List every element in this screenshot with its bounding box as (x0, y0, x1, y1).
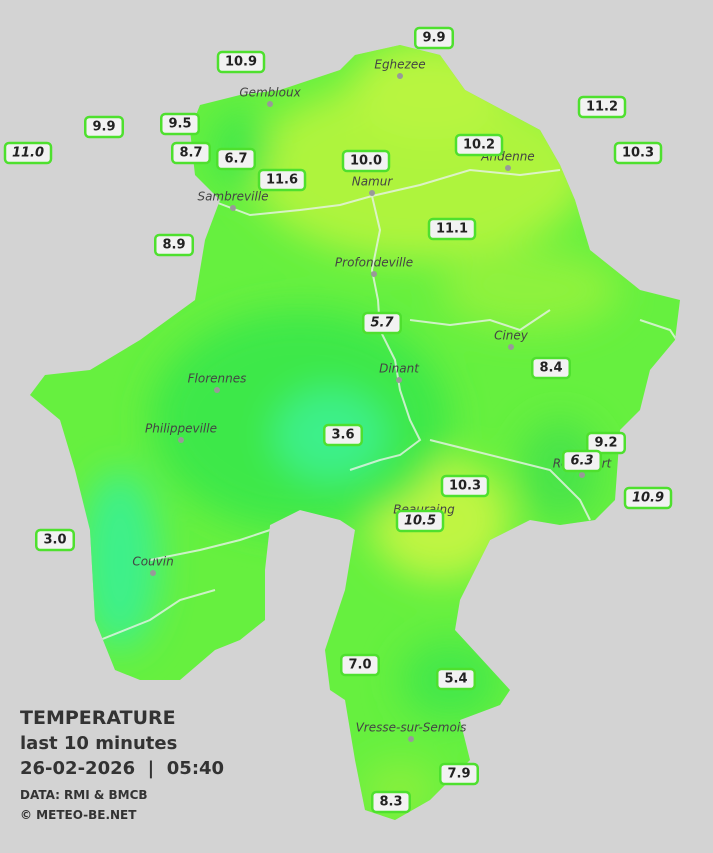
station-value: 9.9 (422, 31, 445, 46)
source: DATA: RMI & BMCB (20, 788, 148, 802)
station-value: 3.0 (43, 533, 66, 548)
city-dot (230, 205, 236, 211)
city-label: Ciney (494, 329, 529, 343)
city-label: Eghezee (374, 58, 425, 72)
city-dot (150, 570, 156, 576)
station-box (341, 149, 391, 173)
city-dot (178, 437, 184, 443)
station-box (323, 423, 363, 447)
copyright: © METEO-BE.NET (20, 808, 137, 822)
station-value: 11.1 (436, 222, 468, 237)
station-box (531, 356, 571, 380)
station-box (154, 233, 194, 257)
station-value: 7.0 (348, 658, 371, 673)
stations: 9.9 10.9 11.2 9.9 9.5 11.0 8.7 6.7 10.0 10.2 10.3 1… (3, 26, 673, 814)
period: last 10 minutes (20, 733, 177, 754)
station-box (562, 449, 602, 473)
city-label: Vresse-sur-Semois (356, 721, 467, 735)
station-box (414, 26, 454, 50)
station-value: 10.5 (404, 514, 436, 529)
station-box (371, 790, 411, 814)
station-value: 8.9 (162, 238, 185, 253)
station-box (3, 141, 53, 165)
station-box (171, 141, 211, 165)
city-dot (579, 472, 585, 478)
station-value: 6.7 (224, 152, 247, 167)
heading: TEMPERATURE (20, 707, 176, 729)
station-value: 8.4 (539, 361, 562, 376)
station-value: 10.9 (632, 491, 664, 506)
station-box (257, 168, 307, 192)
station-value: 11.2 (586, 100, 618, 115)
city-label: Dinant (379, 362, 420, 376)
station-value: 9.9 (92, 120, 115, 135)
station-value: 10.3 (449, 479, 481, 494)
station-box (84, 115, 124, 139)
city-label: Philippeville (145, 422, 217, 436)
station-value: 11.0 (12, 146, 44, 161)
station-box (395, 509, 445, 533)
station-value: 10.2 (463, 138, 495, 153)
station-value: 8.3 (379, 795, 402, 810)
city-label: Gembloux (239, 86, 301, 100)
station-value: 5.4 (444, 672, 467, 687)
station-box (623, 486, 673, 510)
station-value: 6.3 (570, 454, 593, 469)
station-box (160, 112, 200, 136)
station-value: 10.0 (350, 154, 382, 169)
station-box (35, 528, 75, 552)
station-value: 9.5 (168, 117, 191, 132)
station-box (216, 50, 266, 74)
station-value: 5.7 (370, 316, 394, 331)
station-value: 3.6 (331, 428, 354, 443)
station-box (362, 311, 402, 335)
station-box (427, 217, 477, 241)
city-dot (371, 271, 377, 277)
station-value: 9.2 (594, 436, 617, 451)
station-value: 11.6 (266, 173, 298, 188)
station-box (340, 653, 380, 677)
station-box (613, 141, 663, 165)
city-dot (508, 344, 514, 350)
city-label: Profondeville (335, 256, 413, 270)
city-label: Namur (352, 175, 394, 189)
city-dot (397, 73, 403, 79)
station-box (439, 762, 479, 786)
city-dot (408, 736, 414, 742)
city-label: Couvin (132, 555, 173, 569)
station-box (577, 95, 627, 119)
station-value: 10.3 (622, 146, 654, 161)
station-value: 7.9 (447, 767, 470, 782)
city-label: Sambreville (197, 190, 268, 204)
city-dot (267, 101, 273, 107)
station-box (440, 474, 490, 498)
timestamp: 26-02-2026 | 05:40 (20, 758, 224, 779)
station-value: 8.7 (179, 146, 202, 161)
city-dot (214, 387, 220, 393)
city-dot (396, 377, 402, 383)
station-box (436, 667, 476, 691)
cities: EghezeeGemblouxAndenneNamurSambrevillePr… (132, 58, 613, 742)
station-box (454, 133, 504, 157)
station-box (216, 147, 256, 171)
city-dot (505, 165, 511, 171)
city-dot (369, 190, 375, 196)
station-box (586, 431, 626, 455)
station-value: 10.9 (225, 55, 257, 70)
city-label: Florennes (188, 372, 247, 386)
